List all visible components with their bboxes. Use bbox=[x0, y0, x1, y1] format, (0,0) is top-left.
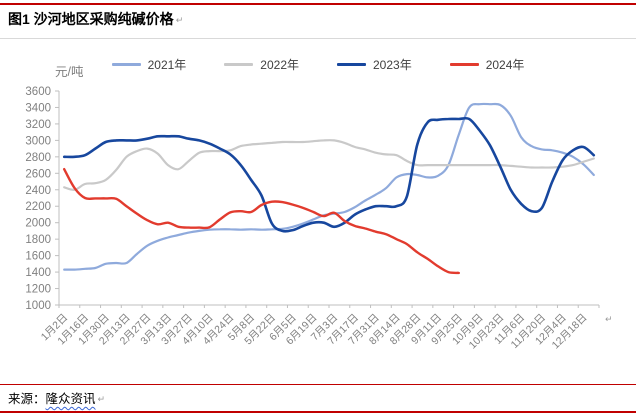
price-chart: 1000 1200 1400 1600 1800 2000 2200 2400 2600 2800… bbox=[25, 86, 600, 351]
y-tick-label: 1200 bbox=[25, 284, 51, 296]
y-tick-label: 3200 bbox=[25, 119, 51, 131]
legend-item-2021: 2021年 bbox=[111, 56, 187, 73]
legend-swatch-2024 bbox=[449, 63, 479, 66]
y-tick-label: 2600 bbox=[25, 168, 51, 180]
y-axis-unit-label: 元/吨 bbox=[55, 65, 84, 79]
legend-swatch-2023 bbox=[337, 63, 366, 66]
y-tick-label: 1600 bbox=[25, 251, 51, 263]
y-tick-label: 3400 bbox=[25, 102, 51, 114]
y-tick-label: 3600 bbox=[25, 86, 51, 98]
legend-label-2023: 2023年 bbox=[373, 58, 412, 72]
figure-title: 图1 沙河地区采购纯碱价格 ↵ bbox=[8, 9, 183, 29]
figure-title-text: 图1 沙河地区采购纯碱价格 bbox=[8, 11, 174, 27]
source-prefix: 来源： bbox=[8, 392, 46, 406]
legend-swatch-2021 bbox=[111, 63, 141, 66]
y-tick-label: 1400 bbox=[25, 267, 51, 279]
bottom-red-border bbox=[0, 411, 636, 413]
axis-lines bbox=[58, 91, 599, 306]
chart-line-2023年 bbox=[62, 116, 596, 233]
y-tick-label: 1800 bbox=[25, 234, 51, 246]
legend-label-2022: 2022年 bbox=[260, 58, 299, 72]
y-tick-label: 2800 bbox=[25, 152, 51, 164]
chart-line-2021年 bbox=[63, 102, 595, 271]
source-name: 隆众资讯 bbox=[45, 392, 96, 406]
title-divider bbox=[0, 38, 636, 39]
y-tick-label: 2200 bbox=[25, 201, 51, 213]
legend-label-2021: 2021年 bbox=[147, 58, 187, 72]
y-tick-label: 1000 bbox=[25, 300, 51, 312]
legend-item-2023: 2023年 bbox=[337, 56, 412, 73]
source-paragraph-return-icon: ↵ bbox=[97, 394, 106, 404]
source-line: 来源：隆众资讯 ↵ bbox=[8, 388, 105, 407]
top-red-border bbox=[0, 3, 636, 5]
chart-paragraph-return-icon: ↵ bbox=[605, 314, 613, 324]
y-tick-label: 2000 bbox=[25, 218, 51, 230]
chart-line-2024年 bbox=[62, 167, 460, 275]
legend-label-2024: 2024年 bbox=[485, 58, 525, 72]
chart-line-2022年 bbox=[63, 139, 595, 191]
legend-swatch-2022 bbox=[224, 63, 254, 66]
legend-item-2022: 2022年 bbox=[224, 56, 299, 73]
paragraph-return-icon: ↵ bbox=[175, 15, 184, 25]
footer-divider bbox=[0, 384, 636, 385]
y-tick-label: 2400 bbox=[25, 185, 51, 197]
chart-legend: 2021年 2022年 2023年 2024年 bbox=[0, 56, 636, 73]
y-tick-label: 3000 bbox=[25, 135, 51, 147]
legend-item-2024: 2024年 bbox=[449, 56, 525, 73]
